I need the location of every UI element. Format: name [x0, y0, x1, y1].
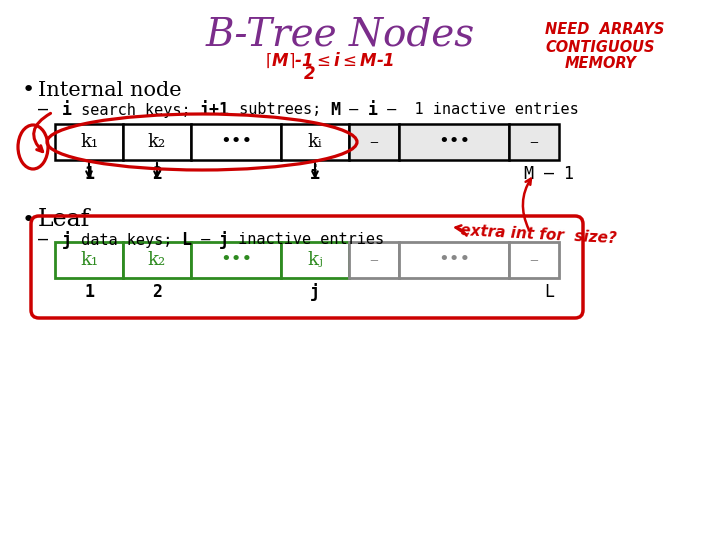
Text: Leaf: Leaf — [38, 208, 91, 232]
Text: NEED  ARRAYS: NEED ARRAYS — [545, 23, 665, 37]
Text: MEMORY: MEMORY — [565, 57, 637, 71]
Text: •••: ••• — [438, 133, 470, 151]
Bar — [509, 124, 559, 160]
Text: –: – — [38, 101, 48, 119]
Bar — [349, 242, 399, 278]
Bar — [191, 242, 281, 278]
Text: L: L — [544, 283, 554, 301]
Text: inactive entries: inactive entries — [229, 233, 384, 247]
Text: •••: ••• — [220, 133, 252, 151]
Text: 1: 1 — [84, 283, 94, 301]
Text: –: – — [38, 231, 48, 249]
Text: $\lceil$M$\rceil$-1$\leq$i$\leq$M-1: $\lceil$M$\rceil$-1$\leq$i$\leq$M-1 — [265, 50, 395, 70]
Text: data keys;: data keys; — [72, 233, 181, 247]
Text: extra int for  size?: extra int for size? — [460, 224, 617, 247]
Text: i+1: i+1 — [199, 101, 230, 119]
Text: Internal node: Internal node — [38, 80, 181, 99]
Text: kᵢ: kᵢ — [307, 133, 323, 151]
Text: –: – — [340, 103, 367, 118]
Text: kⱼ: kⱼ — [307, 251, 323, 269]
Text: k₁: k₁ — [80, 133, 98, 151]
Text: •••: ••• — [438, 251, 470, 269]
Text: 1: 1 — [84, 165, 94, 183]
Text: CONTIGUOUS: CONTIGUOUS — [545, 39, 654, 55]
Text: –: – — [369, 251, 379, 269]
Text: i: i — [367, 101, 377, 119]
Text: B-Tree Nodes: B-Tree Nodes — [205, 17, 474, 53]
Text: j: j — [219, 231, 229, 249]
Text: i: i — [310, 165, 320, 183]
Bar — [123, 124, 191, 160]
Bar — [399, 242, 509, 278]
Bar — [281, 124, 349, 160]
Text: 2: 2 — [304, 65, 316, 83]
Text: i: i — [52, 101, 72, 119]
Text: subtrees;: subtrees; — [230, 103, 330, 118]
Text: M – 1: M – 1 — [524, 165, 574, 183]
Text: •: • — [22, 210, 35, 230]
Text: 2: 2 — [152, 165, 162, 183]
Bar — [123, 242, 191, 278]
Text: •••: ••• — [220, 251, 252, 269]
Bar — [509, 242, 559, 278]
Text: –: – — [530, 133, 539, 151]
Bar — [55, 242, 123, 278]
Text: 2: 2 — [152, 283, 162, 301]
Bar — [281, 242, 349, 278]
Bar — [55, 124, 123, 160]
Text: j: j — [310, 283, 320, 301]
Text: j: j — [52, 231, 72, 249]
Text: L: L — [181, 231, 192, 249]
Text: •: • — [22, 80, 35, 100]
Bar — [191, 124, 281, 160]
Text: k₂: k₂ — [148, 133, 166, 151]
Text: M: M — [330, 101, 340, 119]
Bar — [399, 124, 509, 160]
Text: –: – — [530, 251, 539, 269]
Text: search keys;: search keys; — [72, 103, 199, 118]
Bar — [349, 124, 399, 160]
Text: –  1 inactive entries: – 1 inactive entries — [377, 103, 578, 118]
Text: –: – — [369, 133, 379, 151]
Text: k₂: k₂ — [148, 251, 166, 269]
Text: –: – — [192, 233, 219, 247]
Text: k₁: k₁ — [80, 251, 98, 269]
